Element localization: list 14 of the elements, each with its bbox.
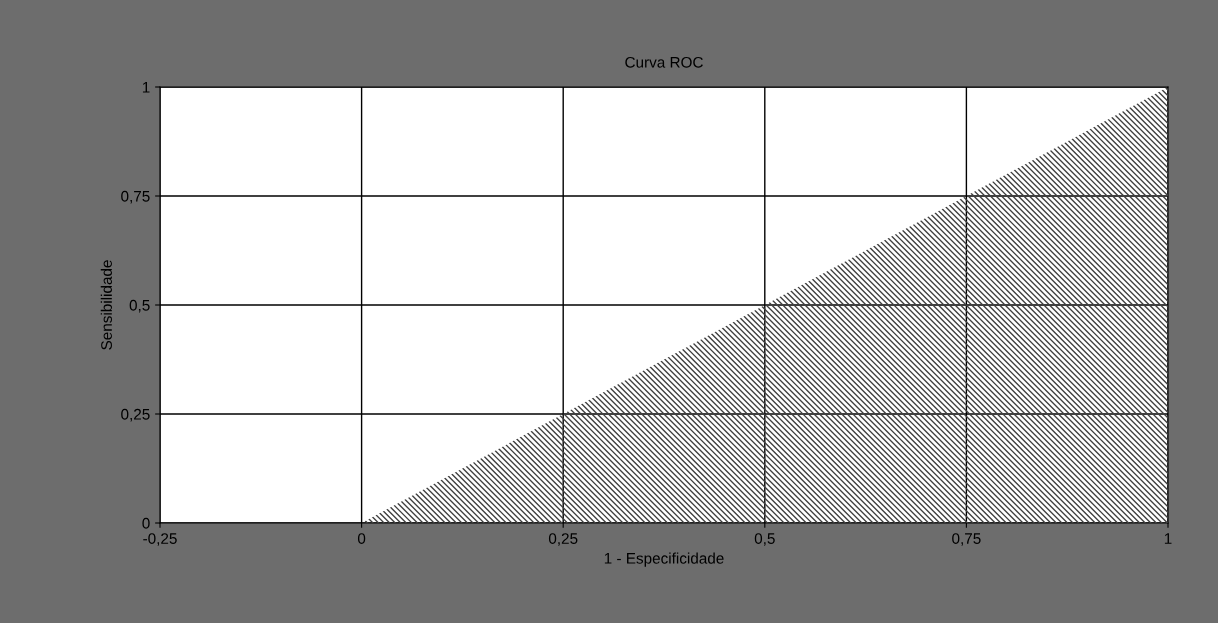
y-tick-label: 0: [142, 517, 150, 529]
x-axis-title: 1 - Especificidade: [604, 552, 724, 567]
y-tick-label: 0,5: [129, 299, 150, 313]
y-axis-title: Sensibilidade: [100, 260, 112, 350]
x-tick-label: 1: [1164, 533, 1172, 544]
x-tick-label: 0: [357, 533, 366, 544]
x-tick-label: 0,25: [548, 533, 578, 546]
y-tick-label: 0,75: [121, 190, 150, 204]
x-tick-label: 0,75: [952, 533, 981, 546]
y-tick-label: 1: [142, 82, 150, 93]
chart-title: Curva ROC: [625, 56, 703, 68]
y-tick-label: 0,25: [121, 408, 150, 422]
x-tick-label: -0,25: [143, 533, 177, 546]
x-tick-label: 0,5: [754, 533, 775, 546]
